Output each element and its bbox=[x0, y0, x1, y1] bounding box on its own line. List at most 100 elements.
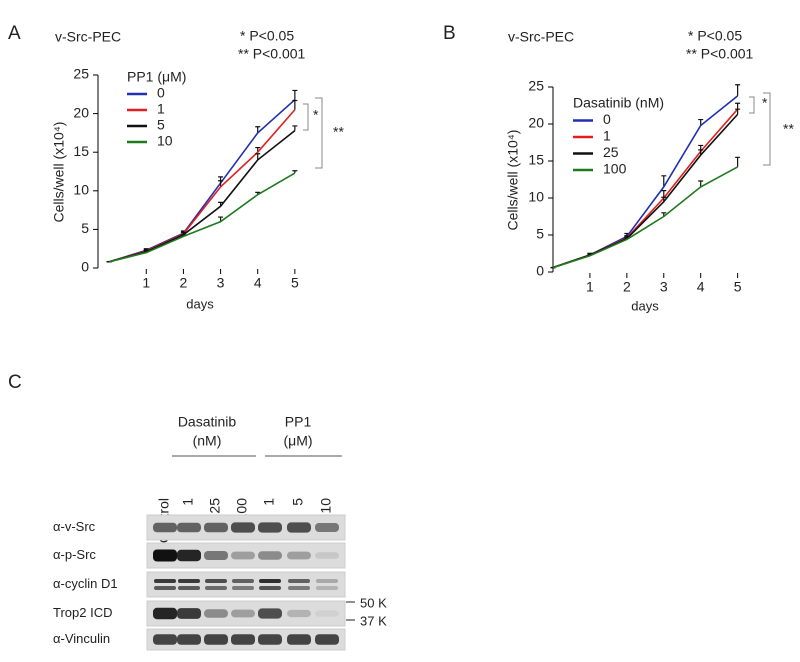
row-label: α-p-Src bbox=[53, 547, 96, 562]
row-label: α-Vinculin bbox=[53, 631, 110, 646]
y-tick-label: 25 bbox=[73, 66, 89, 82]
x-tick-label: 3 bbox=[217, 275, 225, 291]
band bbox=[177, 608, 201, 619]
band bbox=[287, 609, 311, 618]
error-bar bbox=[661, 175, 667, 187]
annotation: * P<0.05 bbox=[688, 28, 742, 44]
error-bar bbox=[292, 89, 298, 100]
legend-label: 0 bbox=[603, 111, 611, 127]
panel-label: C bbox=[8, 372, 22, 393]
row-label: Trop2 ICD bbox=[53, 605, 112, 620]
band bbox=[316, 586, 338, 590]
series-line bbox=[108, 129, 296, 263]
y-tick-label: 10 bbox=[73, 182, 89, 198]
y-tick-label: 5 bbox=[81, 220, 89, 236]
error-bar bbox=[292, 170, 298, 174]
band bbox=[153, 549, 177, 562]
error-bar bbox=[698, 180, 704, 187]
error-bar bbox=[735, 108, 741, 115]
legend-title: PP1 (μM) bbox=[127, 69, 186, 85]
legend-label: 5 bbox=[157, 117, 165, 133]
significance: ** bbox=[333, 124, 344, 140]
band bbox=[205, 579, 227, 583]
band bbox=[204, 522, 228, 533]
marker-label: 37 K bbox=[360, 613, 387, 628]
group-label: PP1 bbox=[285, 414, 312, 430]
series-line bbox=[108, 109, 296, 263]
x-tick-label: 1 bbox=[586, 279, 594, 295]
band bbox=[258, 522, 282, 533]
band bbox=[258, 634, 282, 645]
x-tick-label: 5 bbox=[291, 275, 299, 291]
band bbox=[315, 610, 339, 617]
panel-label: A bbox=[8, 23, 21, 44]
legend-title: Dasatinib (nM) bbox=[573, 95, 664, 111]
error-bar bbox=[735, 102, 741, 110]
error-bar bbox=[735, 156, 741, 167]
series-line bbox=[552, 166, 738, 269]
band bbox=[258, 608, 282, 619]
series-line bbox=[552, 108, 739, 269]
x-tick-label: 2 bbox=[180, 275, 188, 291]
band bbox=[315, 523, 339, 532]
error-bar bbox=[292, 99, 298, 110]
significance: ** bbox=[783, 121, 794, 137]
group-label: (μM) bbox=[283, 433, 312, 449]
y-axis-label: Cells/well (x10⁴) bbox=[51, 122, 67, 223]
band bbox=[315, 634, 339, 645]
group-label: Dasatinib bbox=[178, 414, 237, 430]
y-tick-label: 25 bbox=[528, 78, 544, 94]
y-tick-label: 20 bbox=[73, 104, 89, 120]
band bbox=[232, 586, 254, 590]
legend-label: 1 bbox=[157, 101, 165, 117]
band bbox=[153, 522, 177, 533]
band bbox=[231, 551, 255, 560]
series-line bbox=[108, 172, 296, 263]
y-tick-label: 5 bbox=[536, 226, 544, 242]
lane-label: 1 bbox=[261, 498, 277, 506]
legend-label: 1 bbox=[603, 128, 611, 144]
error-bar bbox=[255, 153, 261, 160]
band bbox=[204, 551, 228, 560]
legend-label: 100 bbox=[603, 161, 627, 177]
blot-strip bbox=[146, 571, 346, 598]
band bbox=[231, 634, 255, 645]
band bbox=[177, 634, 201, 645]
band bbox=[178, 579, 200, 583]
y-tick-label: 0 bbox=[81, 259, 89, 275]
annotation: * P<0.05 bbox=[240, 28, 294, 44]
legend-label: 0 bbox=[157, 85, 165, 101]
band bbox=[153, 634, 177, 645]
significance-brackets bbox=[303, 92, 771, 169]
y-axis-label: Cells/well (x10⁴) bbox=[505, 130, 521, 231]
band bbox=[177, 522, 201, 533]
lane-label: 1 bbox=[180, 498, 196, 506]
band bbox=[315, 552, 339, 559]
significance: * bbox=[762, 95, 768, 111]
band bbox=[204, 609, 228, 618]
x-tick-label: 3 bbox=[660, 279, 668, 295]
y-tick-label: 0 bbox=[536, 263, 544, 279]
band bbox=[205, 586, 227, 590]
significance: * bbox=[313, 107, 319, 123]
y-tick-label: 10 bbox=[528, 189, 544, 205]
band bbox=[287, 522, 311, 533]
row-label: α-v-Src bbox=[53, 519, 96, 534]
legend-label: 10 bbox=[157, 133, 173, 149]
error-bar bbox=[292, 125, 298, 131]
x-tick-label: 5 bbox=[734, 279, 742, 295]
band bbox=[154, 579, 176, 583]
band bbox=[204, 634, 228, 645]
group-label: (nM) bbox=[193, 433, 222, 449]
band bbox=[259, 579, 281, 583]
error-bar bbox=[735, 84, 741, 96]
legend-label: 25 bbox=[603, 144, 619, 160]
band bbox=[177, 549, 201, 562]
band bbox=[316, 579, 338, 583]
band bbox=[153, 607, 177, 620]
marker-label: 50 K bbox=[360, 595, 387, 610]
lane-label: 10 bbox=[318, 498, 334, 514]
band bbox=[288, 586, 310, 590]
x-axis-label: days bbox=[186, 296, 214, 311]
